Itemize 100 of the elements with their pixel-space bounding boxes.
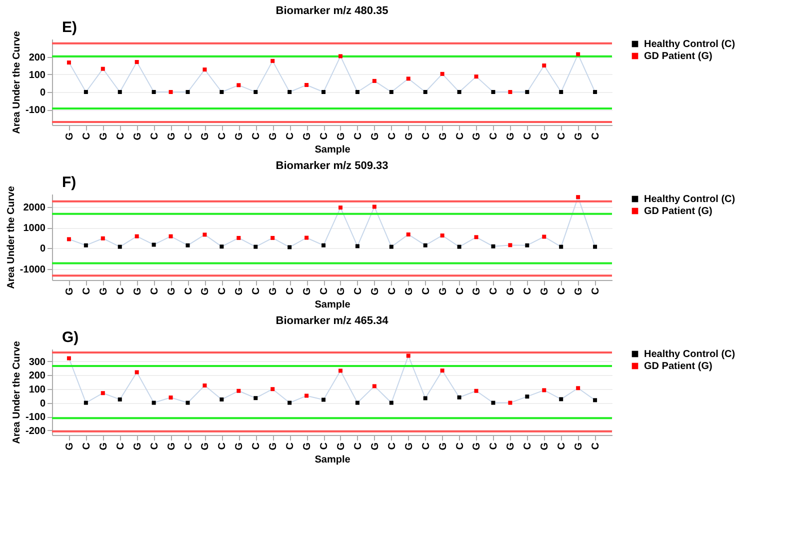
- line-series: [68, 196, 596, 248]
- point: [423, 243, 428, 248]
- x-tick-label: C: [522, 442, 534, 450]
- x-tick-label: C: [251, 132, 262, 140]
- x-tick-label: C: [352, 442, 364, 450]
- point: [84, 90, 88, 94]
- point: [440, 72, 444, 76]
- point: [457, 395, 462, 400]
- point: [406, 76, 410, 81]
- point: [322, 90, 326, 94]
- x-tick-label: G: [472, 287, 483, 296]
- x-tick-label: C: [115, 442, 126, 450]
- text: E): [62, 19, 78, 36]
- x-tick-label: G: [540, 132, 551, 140]
- x-tick-label: G: [98, 287, 110, 296]
- x-tick-label: G: [234, 287, 246, 296]
- point: [118, 397, 122, 402]
- x-tick-label: G: [234, 132, 246, 140]
- point: [66, 356, 71, 360]
- point: [304, 236, 309, 240]
- x-tick-label: C: [488, 132, 500, 140]
- point: [134, 60, 139, 64]
- point: [389, 90, 394, 94]
- point: [66, 237, 71, 242]
- x-tick-label: G: [506, 132, 517, 140]
- point: [576, 52, 580, 56]
- x-tick-label: C: [319, 442, 330, 450]
- x-tick-label: G: [370, 287, 381, 296]
- x-tick-label: C: [590, 288, 602, 295]
- x-tick-label: G: [64, 287, 76, 296]
- point: [100, 391, 105, 396]
- point: [525, 243, 530, 248]
- point: [372, 78, 376, 83]
- point: [542, 388, 546, 392]
- x-tick-label: C: [81, 442, 92, 450]
- x-tick-label: C: [522, 288, 534, 295]
- chart-title: Biomarker m/z 465.34: [276, 315, 390, 327]
- point: [389, 400, 394, 405]
- point: [508, 243, 512, 248]
- point: [491, 244, 496, 248]
- point: [220, 397, 224, 402]
- y-tick-label: 100: [28, 384, 46, 396]
- point: [236, 83, 241, 88]
- point: [152, 400, 156, 405]
- point: [457, 244, 462, 249]
- point: [168, 234, 173, 238]
- line-series: [68, 355, 596, 404]
- x-axis-title: Sample: [314, 299, 351, 310]
- point: [491, 400, 496, 405]
- x-tick-label: C: [149, 288, 160, 295]
- point: [84, 400, 88, 405]
- y-tick-label: 0: [40, 88, 46, 99]
- x-tick-label: G: [200, 287, 212, 296]
- legend-label: Healthy Control (C): [644, 194, 736, 205]
- point: [338, 368, 342, 373]
- x-tick-label: G: [132, 442, 144, 450]
- x-tick-label: C: [183, 288, 194, 295]
- x-tick-label: C: [556, 442, 568, 450]
- x-tick-label: G: [166, 132, 178, 140]
- x-tick-label: G: [404, 287, 415, 296]
- x-tick-label: G: [540, 287, 551, 296]
- point: [134, 234, 139, 238]
- point: [423, 90, 428, 94]
- legend-label: Healthy Control (C): [644, 39, 736, 50]
- x-tick-label: G: [234, 442, 246, 450]
- x-tick-label: C: [285, 442, 296, 450]
- x-tick-label: G: [574, 132, 585, 140]
- point: [559, 397, 564, 402]
- x-tick-label: C: [251, 442, 262, 450]
- x-tick-label: C: [115, 132, 126, 140]
- x-tick-label: G: [438, 442, 449, 450]
- x-tick-label: G: [404, 132, 415, 140]
- x-tick-label: C: [183, 442, 194, 450]
- point: [372, 384, 376, 388]
- point: [457, 90, 462, 94]
- point: [100, 236, 105, 240]
- x-tick-label: C: [386, 132, 398, 140]
- point: [406, 354, 410, 358]
- text: F): [62, 174, 76, 191]
- y-tick-label: -1000: [20, 264, 46, 276]
- x-tick-label: G: [472, 132, 483, 140]
- x-tick-label: G: [302, 287, 314, 296]
- point: [118, 90, 122, 94]
- legend-label: GD Patient (G): [644, 51, 712, 62]
- point: [304, 82, 309, 87]
- x-tick-label: G: [506, 442, 517, 450]
- point: [423, 396, 428, 400]
- y-tick-label: 300: [28, 356, 46, 368]
- point: [186, 243, 190, 248]
- point: [100, 66, 105, 71]
- x-axis-title: Sample: [314, 454, 351, 466]
- x-tick-label: G: [166, 287, 178, 296]
- x-tick-label: G: [200, 442, 212, 450]
- x-tick-label: C: [420, 442, 432, 450]
- x-tick-label: C: [556, 132, 568, 140]
- point: [474, 388, 478, 393]
- legend-label: GD Patient (G): [644, 361, 712, 372]
- x-tick-label: G: [574, 287, 585, 296]
- point: [270, 387, 275, 392]
- y-tick-label: 100: [28, 70, 46, 81]
